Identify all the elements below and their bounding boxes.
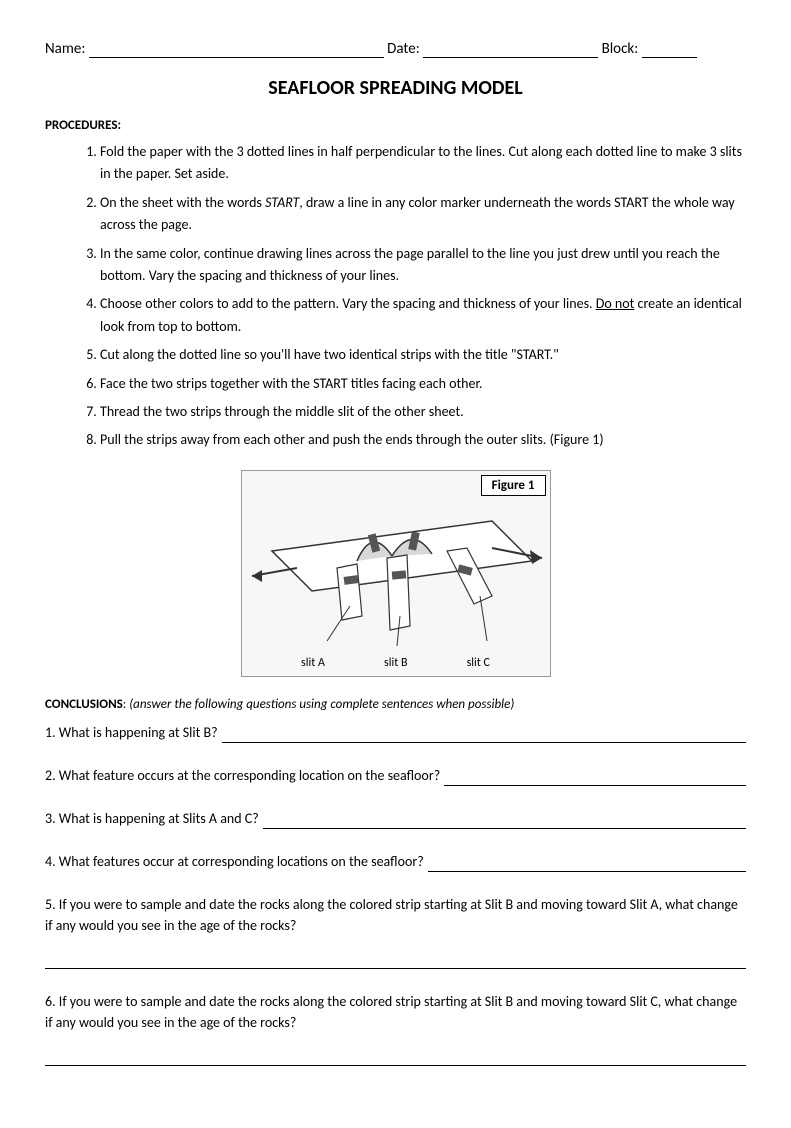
slit-labels-row: slit A slit B slit C (242, 656, 550, 676)
q5-text: 5. If you were to sample and date the ro… (45, 894, 746, 936)
date-label: Date: (387, 40, 420, 58)
block-blank[interactable] (642, 57, 697, 58)
slit-c-label: slit C (467, 656, 490, 670)
slit-a-label: slit A (301, 656, 325, 670)
page-title: SEAFLOOR SPREADING MODEL (45, 76, 746, 100)
q5-blank[interactable] (45, 954, 746, 969)
q1-blank[interactable] (222, 728, 746, 743)
q3-blank[interactable] (263, 814, 746, 829)
procedure-step-7: Thread the two strips through the middle… (100, 401, 746, 423)
question-6: 6. If you were to sample and date the ro… (45, 991, 746, 1066)
q1-text: 1. What is happening at Slit B? (45, 722, 222, 743)
q2-text: 2. What feature occurs at the correspond… (45, 765, 444, 786)
date-blank[interactable] (423, 57, 598, 58)
q4-blank[interactable] (428, 857, 746, 872)
procedure-step-8: Pull the strips away from each other and… (100, 429, 746, 451)
procedure-step-5: Cut along the dotted line so you'll have… (100, 344, 746, 366)
question-1: 1. What is happening at Slit B? (45, 722, 746, 743)
q3-text: 3. What is happening at Slits A and C? (45, 808, 263, 829)
procedure-step-3: In the same color, continue drawing line… (100, 243, 746, 288)
procedure-step-2: On the sheet with the words START, draw … (100, 192, 746, 237)
block-label: Block: (602, 40, 639, 58)
figure-label: Figure 1 (481, 475, 546, 496)
figure-1: Figure 1 sl (241, 470, 551, 677)
conclusions-heading: CONCLUSIONS: (answer the following quest… (45, 697, 746, 712)
figure-container: Figure 1 sl (45, 470, 746, 677)
procedure-step-4: Choose other colors to add to the patter… (100, 293, 746, 338)
procedure-step-1: Fold the paper with the 3 dotted lines i… (100, 141, 746, 186)
procedure-step-6: Face the two strips together with the ST… (100, 373, 746, 395)
q6-blank[interactable] (45, 1051, 746, 1066)
question-3: 3. What is happening at Slits A and C? (45, 808, 746, 829)
question-2: 2. What feature occurs at the correspond… (45, 765, 746, 786)
procedures-heading: PROCEDURES: (45, 118, 746, 133)
name-label: Name: (45, 40, 85, 58)
q4-text: 4. What features occur at corresponding … (45, 851, 428, 872)
conclusions-instruction: (answer the following questions using co… (129, 697, 514, 712)
slit-b-label: slit B (384, 656, 407, 670)
question-4: 4. What features occur at corresponding … (45, 851, 746, 872)
q6-text: 6. If you were to sample and date the ro… (45, 991, 746, 1033)
procedures-list: Fold the paper with the 3 dotted lines i… (45, 141, 746, 452)
q2-blank[interactable] (444, 771, 746, 786)
question-5: 5. If you were to sample and date the ro… (45, 894, 746, 969)
header-fields: Name: Date: Block: (45, 40, 746, 58)
name-blank[interactable] (89, 57, 384, 58)
figure-svg (242, 496, 552, 656)
